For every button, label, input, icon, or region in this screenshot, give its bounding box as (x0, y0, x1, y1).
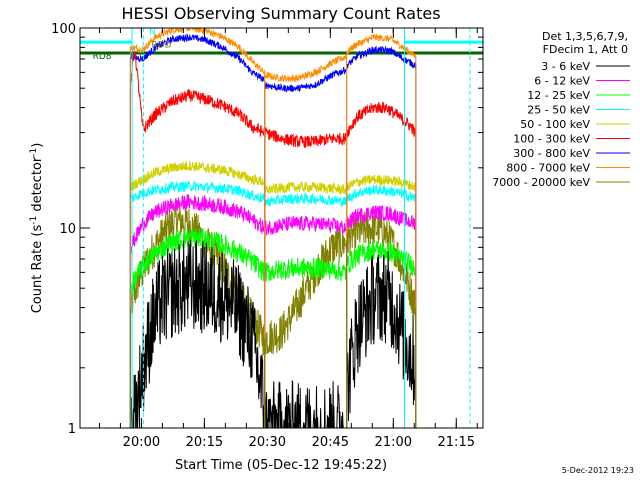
legend-label: 300 - 800 keV (513, 147, 590, 160)
x-tick-label: 20:15 (186, 435, 223, 450)
legend-label: 25 - 50 keV (527, 104, 590, 117)
y-tick-label: 100 (51, 22, 76, 37)
x-tick-label: 21:00 (375, 435, 412, 450)
legend-label: 12 - 25 keV (527, 89, 590, 102)
series-100-300-kev-line (129, 50, 417, 148)
legend-label: 100 - 300 keV (513, 133, 590, 146)
y-axis-label-end: ) (30, 143, 45, 148)
y-tick-label: 10 (59, 222, 76, 237)
legend-label: 6 - 12 keV (534, 75, 590, 88)
y-axis-label-sup2: -1 (29, 148, 39, 157)
legend-header-1: Det 1,3,5,6,7,9, (542, 30, 628, 43)
legend-label: 7000 - 20000 keV (492, 176, 590, 189)
x-tick-label: 21:15 (438, 435, 475, 450)
flag-label-rd8: RD8 (93, 52, 112, 62)
timestamp: 5-Dec-2012 19:23 (562, 466, 634, 475)
series-300-800-kev-line (130, 33, 417, 93)
y-axis-label-main: Count Rate (s (30, 225, 45, 314)
x-tick-label: 20:00 (123, 435, 160, 450)
chart-title: HESSI Observing Summary Count Rates (121, 4, 440, 23)
axes: 20:00 20:15 20:30 20:45 21:00 21:15 1 10 100 (51, 22, 484, 450)
x-axis-label: Start Time (05-Dec-12 19:45:22) (175, 458, 387, 473)
flag-label-rdd: RDD (151, 40, 171, 50)
y-axis-label-mid: detector (30, 156, 45, 216)
y-tick-label: 1 (68, 422, 76, 437)
legend-label: 800 - 7000 keV (506, 162, 590, 175)
x-tick-label: 20:30 (249, 435, 286, 450)
legend-label: 3 - 6 keV (541, 60, 590, 73)
plot-area: RD8 RDD N (80, 27, 483, 428)
legend-label: 50 - 100 keV (520, 118, 590, 131)
y-axis-label: Count Rate (s-1 detector-1) (29, 143, 45, 314)
legend-header-2: FDecim 1, Att 0 (543, 43, 628, 56)
x-tick-label: 20:45 (312, 435, 349, 450)
flag-label-n: N (149, 27, 156, 37)
y-axis-label-sup1: -1 (29, 216, 39, 225)
